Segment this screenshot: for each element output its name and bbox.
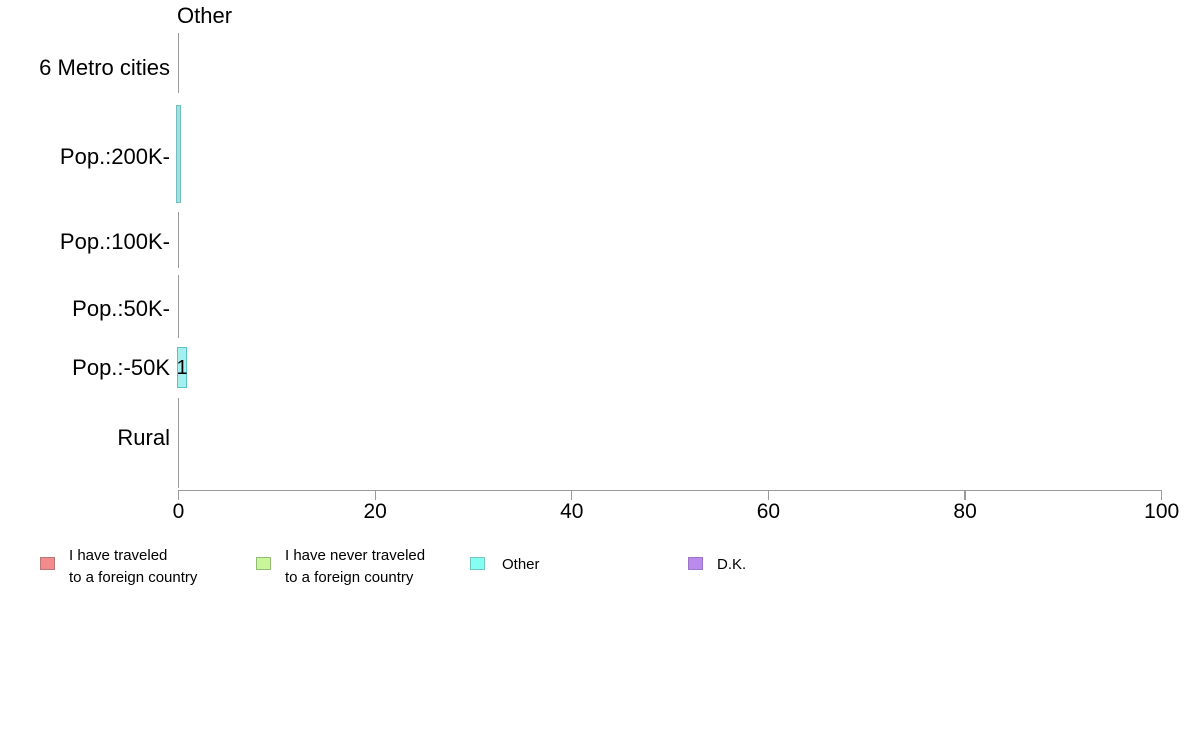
legend-label-traveled-line2: to a foreign country bbox=[69, 568, 198, 586]
y-axis-label-pop-200k: Pop.:200K- bbox=[59, 144, 170, 169]
zero-bar-rural bbox=[178, 398, 180, 488]
legend-label-never-traveled-line2: to a foreign country bbox=[285, 568, 414, 586]
legend-label-never-traveled: I have never traveled to a foreign count… bbox=[285, 545, 425, 588]
y-axis-label-rural: Rural bbox=[117, 425, 170, 450]
x-axis-line bbox=[178, 490, 1162, 492]
bar-other-pop-minus-50k bbox=[177, 347, 187, 388]
legend-label-never-traveled-line1: I have never traveled bbox=[285, 547, 426, 564]
legend-label-traveled: I have traveled to a foreign country bbox=[69, 545, 197, 588]
x-tick-label-100: 100 bbox=[1144, 500, 1180, 523]
legend-swatch-never-traveled bbox=[256, 557, 271, 570]
y-axis-label-pop-100k: Pop.:100K- bbox=[59, 229, 170, 254]
x-tick-40 bbox=[571, 491, 573, 500]
zero-bar-pop-50k bbox=[178, 275, 180, 338]
bar-other-pop-200k bbox=[176, 105, 181, 203]
y-axis-label-6-metro-cities: 6 Metro cities bbox=[39, 55, 170, 80]
legend-label-dk: D.K. bbox=[717, 556, 747, 573]
x-tick-20 bbox=[374, 491, 376, 500]
x-tick-60 bbox=[767, 491, 770, 500]
x-tick-0 bbox=[177, 491, 180, 500]
x-tick-label-80: 80 bbox=[953, 500, 977, 523]
legend-swatch-dk bbox=[688, 557, 703, 570]
y-axis-label-pop-50k: Pop.:50K- bbox=[72, 296, 170, 321]
x-tick-100 bbox=[1161, 491, 1163, 500]
legend-label-traveled-line1: I have traveled bbox=[69, 547, 168, 564]
x-tick-label-60: 60 bbox=[756, 500, 781, 523]
x-tick-80 bbox=[964, 491, 966, 500]
legend-swatch-traveled bbox=[40, 557, 55, 570]
chart-title: Other bbox=[177, 3, 233, 28]
zero-bar-pop-100k bbox=[178, 212, 180, 268]
zero-bar-6-metro-cities bbox=[178, 33, 180, 93]
y-axis-label-pop-minus-50k: Pop.:-50K bbox=[72, 355, 170, 380]
x-tick-label-40: 40 bbox=[560, 500, 584, 523]
x-tick-label-0: 0 bbox=[172, 500, 185, 523]
legend-swatch-other bbox=[470, 557, 485, 570]
bar-value-label: 1 bbox=[176, 357, 188, 379]
legend-label-other: Other bbox=[502, 556, 540, 573]
x-tick-label-20: 20 bbox=[363, 500, 387, 523]
